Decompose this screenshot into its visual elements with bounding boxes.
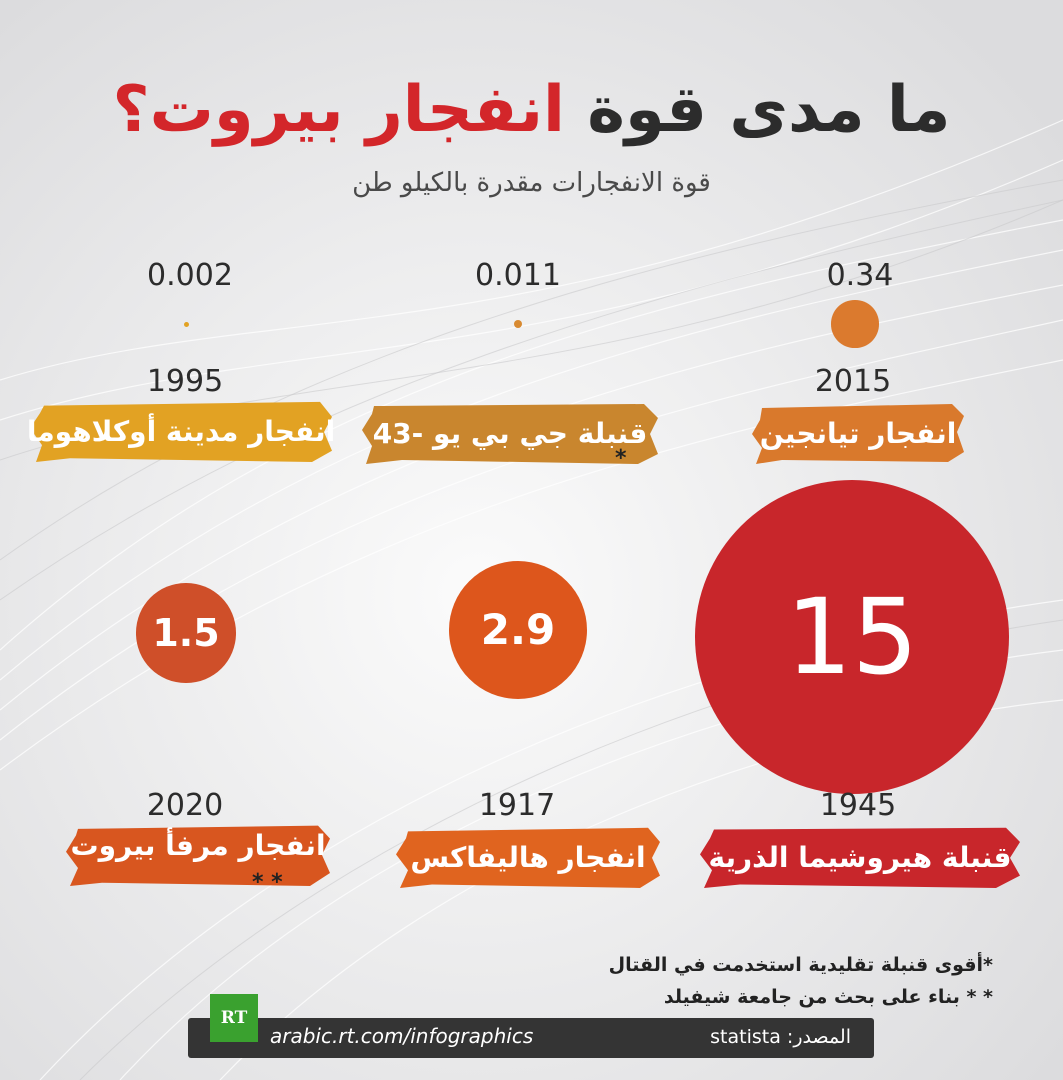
- label-halifax: انفجار هاليفاكس: [396, 826, 660, 888]
- page-title: ما مدى قوة انفجار بيروت؟: [112, 73, 951, 147]
- footnote-2: * * بناء على بحث من جامعة شيفيلد: [663, 986, 993, 1008]
- year-hiroshima: 1945: [819, 788, 897, 823]
- value-label-halifax: 2.9: [480, 605, 556, 655]
- value-label-oklahoma: 0.002: [147, 258, 233, 293]
- footer-bar: [188, 1018, 874, 1058]
- footer-url[interactable]: arabic.rt.com/infographics: [270, 1024, 534, 1048]
- footer-source: المصدر: statista: [710, 1026, 851, 1048]
- label-beirut: انفجار مرفأ بيروت: [66, 824, 330, 886]
- year-halifax: 1917: [478, 788, 556, 823]
- label-gbu43: قنبلة جي بي يو -43: [362, 402, 658, 464]
- year-beirut: 2020: [146, 788, 224, 823]
- year-tianjin: 2015: [814, 364, 892, 399]
- bubble-beirut: 1.5: [136, 583, 236, 683]
- year-oklahoma: 1995: [146, 364, 224, 399]
- chart-subtitle: قوة الانفجارات مقدرة بالكيلو طن: [352, 168, 711, 198]
- value-label-beirut: 1.5: [152, 610, 220, 655]
- bubble-oklahoma: [183, 321, 189, 327]
- label-tianjin: انفجار تيانجين: [752, 402, 964, 464]
- label-oklahoma: انفجار مدينة أوكلاهوما: [27, 400, 335, 462]
- bubble-hiroshima: 15: [695, 480, 1009, 794]
- footnote-1: *أقوى قنبلة تقليدية استخدمت في القتال: [608, 954, 993, 976]
- bubble-halifax: 2.9: [448, 560, 588, 700]
- value-label-tianjin: 0.34: [826, 258, 894, 293]
- footnote-marker-beirut: * *: [252, 870, 283, 895]
- rt-logo: RT: [210, 994, 258, 1042]
- value-label-gbu43: 0.011: [475, 258, 561, 293]
- label-hiroshima: قنبلة هيروشيما الذرية: [700, 826, 1020, 888]
- footnote-marker-gbu43: *: [615, 446, 627, 471]
- bubble-tianjin: [831, 300, 879, 348]
- value-label-hiroshima: 15: [785, 576, 919, 698]
- bubble-gbu43: [513, 319, 523, 329]
